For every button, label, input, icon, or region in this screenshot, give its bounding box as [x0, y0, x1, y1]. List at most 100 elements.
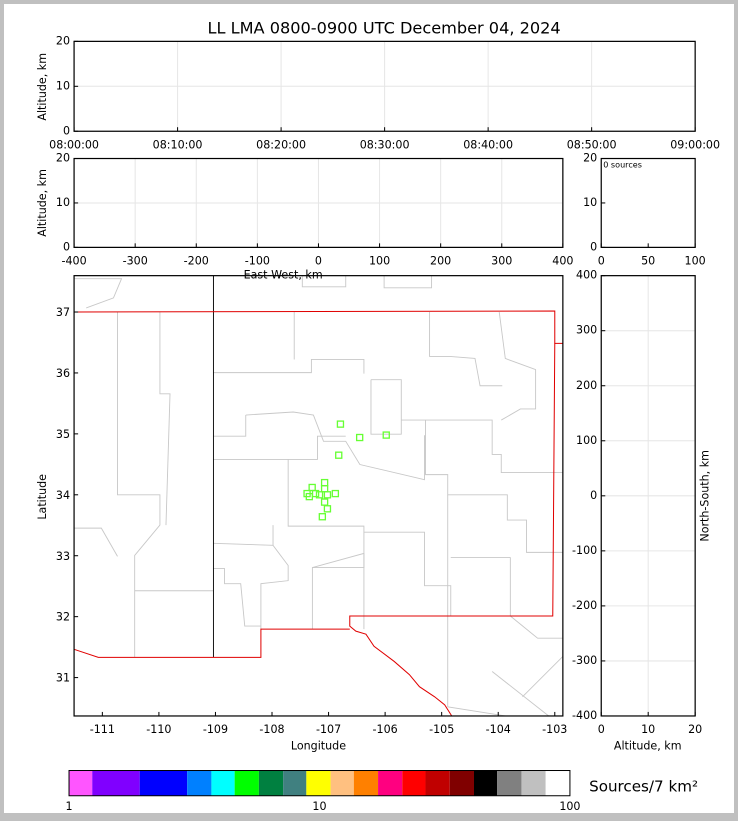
county-boundary [312, 552, 365, 630]
colorbar-swatch [69, 770, 93, 796]
county-boundary [213, 568, 261, 627]
x-tick-label: -100 [245, 255, 270, 268]
x-tick-label: 09:00:00 [670, 138, 720, 151]
x-tick-label: 400 [552, 255, 573, 268]
county-boundary [117, 312, 161, 658]
lightning-source-point [355, 433, 364, 442]
ew-axis-label: East-West, km [244, 269, 323, 282]
colorbar-label: Sources/7 km² [589, 778, 698, 796]
county-boundary [509, 557, 563, 639]
county-boundary [383, 275, 433, 289]
lightning-source-point [320, 498, 329, 506]
x-tick-label: -105 [429, 723, 454, 736]
longitude-axis-label: Longitude [291, 739, 346, 752]
altitude-time-panel: 08:00:00 08:10:00 08:20:00 08:30:00 08:40:00… [49, 34, 720, 151]
y-tick-label: 400 [576, 269, 597, 282]
colorbar-swatch [449, 770, 474, 796]
colorbar-swatch [521, 770, 546, 796]
plan-view-panel: -111 -110 -109 -108 -107 -106 -105 -104 -103 31 32… [56, 275, 567, 736]
county-boundary [401, 419, 563, 474]
colorbar-swatch [497, 770, 522, 796]
x-tick-label: 08:10:00 [153, 138, 203, 151]
lightning-source-point [308, 483, 316, 492]
x-tick-label: 10 [641, 723, 655, 736]
colorbar-swatch [283, 770, 307, 796]
x-tick-label: -104 [486, 723, 511, 736]
county-boundary [498, 311, 537, 421]
y-tick-label: -200 [572, 599, 597, 612]
x-tick-label: 08:40:00 [463, 138, 513, 151]
colorbar-swatch [473, 770, 498, 796]
lightning-source-point [320, 485, 329, 493]
x-tick-label: -106 [373, 723, 398, 736]
y-tick-label: 37 [56, 306, 70, 319]
altitude-ew-panel: -400 -300 -200 -100 0 100 200 300 400 0 10 20 [56, 152, 574, 268]
colorbar-swatch [211, 770, 235, 796]
x-tick-label: 20 [688, 723, 702, 736]
y-tick-label: 32 [56, 611, 70, 624]
x-tick-label: 0 [598, 723, 605, 736]
x-tick-label: -108 [259, 723, 284, 736]
lightning-source-point [382, 431, 390, 439]
colorbar: 1 10 100 [65, 770, 581, 813]
lightning-source-point [335, 451, 343, 459]
altitude-x-axis-label: Altitude, km [614, 739, 682, 752]
colorbar-tick-label: 1 [65, 800, 72, 813]
county-boundary [491, 671, 550, 717]
state-boundary-north [74, 310, 563, 344]
colorbar-frame [68, 770, 571, 797]
x-tick-label: -200 [184, 255, 209, 268]
x-tick-label: 100 [685, 255, 706, 268]
y-tick-label: -400 [572, 709, 597, 722]
x-tick-label: 08:50:00 [567, 138, 617, 151]
figure: LL LMA 0800-0900 UTC December 04, 2024 0… [4, 4, 734, 813]
international-border [73, 628, 350, 658]
axes-frame [600, 157, 696, 248]
county-boundary [301, 275, 347, 288]
county-boundary [245, 411, 425, 481]
y-tick-label: 0 [63, 124, 70, 137]
y-tick-label: 34 [56, 489, 70, 502]
county-boundary [74, 278, 123, 309]
x-tick-label: 08:00:00 [49, 138, 99, 151]
x-tick-label: -400 [61, 255, 86, 268]
x-tick-label: 50 [641, 255, 655, 268]
colorbar-swatch [306, 770, 331, 796]
y-tick-label: -300 [572, 654, 597, 667]
county-boundary [429, 312, 503, 387]
county-boundary [213, 415, 247, 437]
y-tick-label: 200 [576, 379, 597, 392]
colorbar-swatch [92, 770, 140, 796]
x-tick-label: -110 [146, 723, 171, 736]
county-boundary [159, 312, 171, 526]
county-boundary [74, 527, 118, 557]
county-boundary [425, 420, 563, 553]
colorbar-tick-label: 100 [559, 800, 580, 813]
lightning-source-point [305, 492, 314, 501]
y-tick-label: 33 [56, 550, 70, 563]
y-tick-label: 20 [56, 152, 70, 165]
colorbar-swatch [139, 770, 188, 796]
x-tick-label: 0 [315, 255, 322, 268]
lightning-source-point [320, 478, 329, 487]
colorbar-swatch [425, 770, 450, 796]
colorbar-swatch [353, 770, 379, 796]
county-boundary [447, 494, 506, 717]
colorbar-swatch [234, 770, 259, 796]
y-tick-label: 35 [56, 428, 70, 441]
x-tick-label: 200 [430, 255, 451, 268]
y-tick-label: 100 [576, 434, 597, 447]
x-tick-label: -109 [203, 723, 228, 736]
x-tick-label: -300 [123, 255, 148, 268]
lightning-source-point [323, 505, 332, 513]
y-tick-label: -100 [572, 544, 597, 557]
y-tick-label: 0 [590, 240, 597, 253]
colorbar-swatch [545, 770, 570, 796]
colorbar-swatch [330, 770, 354, 796]
lightning-source-point [336, 420, 345, 428]
y-tick-label: 0 [590, 489, 597, 502]
lightning-source-point [315, 491, 324, 499]
y-tick-label: 20 [583, 152, 597, 165]
y-tick-label: 300 [576, 324, 597, 337]
county-boundary [370, 379, 402, 435]
